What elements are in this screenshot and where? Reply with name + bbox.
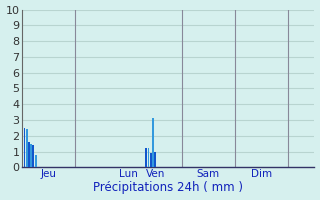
Bar <box>26 129 28 167</box>
X-axis label: Précipitations 24h ( mm ): Précipitations 24h ( mm ) <box>93 181 244 194</box>
Bar <box>145 148 147 167</box>
Bar <box>154 152 156 167</box>
Bar <box>24 128 26 167</box>
Bar <box>35 155 36 167</box>
Bar <box>150 153 152 167</box>
Bar <box>28 142 30 167</box>
Bar <box>148 148 149 167</box>
Bar <box>30 144 32 167</box>
Bar <box>152 118 154 167</box>
Bar <box>32 145 34 167</box>
